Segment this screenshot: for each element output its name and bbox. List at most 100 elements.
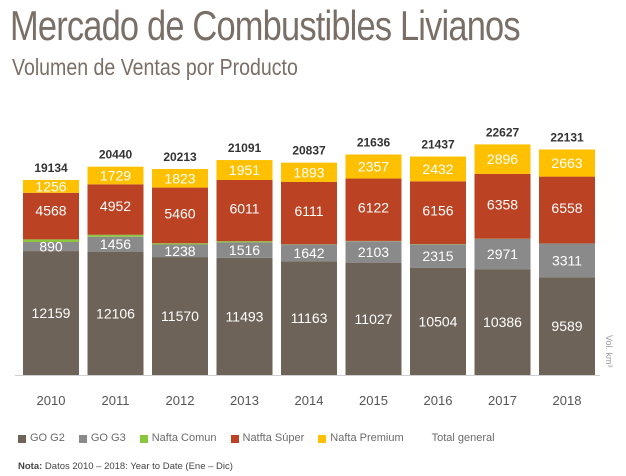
- data-label: 2432: [422, 161, 453, 177]
- chart-subtitle: Volumen de Ventas por Producto: [12, 54, 298, 80]
- bar-segment-natfta-súper: [345, 178, 402, 241]
- bar-segment-nafta-comun: [152, 243, 208, 245]
- data-label: 1951: [229, 162, 260, 178]
- bar-segment-nafta-premium: [539, 149, 595, 177]
- data-label: 1256: [35, 178, 66, 194]
- data-label: 1238: [164, 243, 195, 259]
- bar-segment-nafta-premium: [216, 160, 273, 180]
- bar-segment-nafta-premium: [23, 180, 79, 193]
- bar-segment-nafta-premium: [152, 169, 208, 188]
- data-label: 6156: [422, 203, 453, 219]
- data-label: 2357: [358, 159, 389, 175]
- data-label: 1516: [229, 242, 260, 258]
- legend-item: Natfta Súper: [230, 432, 304, 445]
- data-label: 1823: [164, 170, 195, 186]
- legend-swatch: [78, 434, 87, 443]
- x-tick-label: 2016: [424, 393, 453, 408]
- bar-segment-natfta-súper: [152, 187, 208, 244]
- bar-segment-go-g2: [539, 277, 595, 375]
- data-label: 4568: [35, 202, 66, 218]
- total-label: 20837: [292, 144, 326, 158]
- y-axis-unit: Vol. km³: [604, 335, 614, 368]
- legend-label: Nafta Premium: [330, 432, 404, 444]
- bar-segment-go-g3: [281, 244, 337, 262]
- legend: GO G2 GO G3 Nafta Comun Natfta Súper Nafta P…: [18, 432, 495, 445]
- data-label: 11027: [355, 311, 393, 327]
- data-label: 12106: [96, 305, 135, 321]
- data-label: 6558: [551, 200, 582, 216]
- legend-item: Nafta Premium: [318, 432, 404, 445]
- bar-segment-go-g2: [87, 251, 144, 375]
- bar-segment-nafta-premium: [87, 166, 144, 185]
- legend-label: GO G3: [90, 432, 126, 444]
- data-label: 3311: [552, 252, 582, 268]
- data-label: 2103: [358, 244, 389, 260]
- bar-segment-natfta-súper: [23, 192, 79, 240]
- bar-segment-go-g2: [281, 261, 337, 375]
- bar-segment-natfta-súper: [539, 176, 595, 244]
- legend-swatch: [230, 434, 239, 443]
- bar-segment-natfta-súper: [281, 181, 337, 245]
- data-label: 1893: [293, 164, 324, 180]
- data-label: 2315: [422, 248, 453, 264]
- total-label: 21091: [228, 141, 262, 155]
- data-label: 4952: [100, 198, 131, 214]
- x-tick-label: 2012: [166, 393, 195, 408]
- note-text: Datos 2010 – 2018: Year to Date (Ene – D…: [42, 461, 233, 472]
- legend-swatch: [318, 434, 327, 443]
- data-label: 6011: [229, 201, 259, 217]
- data-label: 9589: [551, 318, 582, 334]
- bar-segment-nafta-premium: [474, 144, 531, 174]
- data-label: 10504: [419, 313, 458, 329]
- x-tick-label: 2014: [295, 393, 324, 408]
- bar-segment-go-g3: [345, 241, 402, 263]
- bar-segment-nafta-comun: [216, 241, 273, 243]
- data-label: 5460: [164, 205, 195, 221]
- data-label: 11570: [161, 308, 199, 324]
- data-label: 1456: [100, 236, 131, 252]
- bar-segment-nafta-premium: [281, 162, 337, 182]
- data-label: 6111: [294, 203, 323, 219]
- data-label: 11163: [291, 310, 328, 326]
- data-label: 6122: [358, 200, 389, 216]
- total-label: 22627: [486, 125, 520, 139]
- x-tick-label: 2013: [230, 393, 259, 408]
- data-label: 10386: [483, 314, 522, 330]
- data-label: 12159: [32, 305, 71, 321]
- total-label: 19134: [34, 161, 68, 175]
- bar-segment-go-g2: [152, 257, 208, 375]
- bar-segment-go-g2: [345, 262, 402, 375]
- data-label: 6358: [487, 196, 518, 212]
- note-label: Nota:: [18, 461, 43, 472]
- chart-title: Mercado de Combustibles Livianos: [10, 2, 521, 49]
- x-tick-label: 2017: [488, 393, 517, 408]
- bar-segment-natfta-súper: [87, 184, 144, 235]
- legend-label: GO G2: [30, 432, 65, 444]
- bar-segment-go-g3: [87, 236, 144, 252]
- total-label: 22131: [550, 130, 584, 144]
- legend-swatch: [18, 434, 26, 443]
- total-label: 20440: [99, 148, 133, 162]
- total-label: 21437: [421, 138, 455, 152]
- data-label: 2663: [551, 155, 582, 171]
- total-label: 21636: [357, 136, 391, 150]
- bar-segment-natfta-súper: [216, 179, 273, 242]
- bar-segment-go-g3: [474, 238, 531, 270]
- x-tick-label: 2011: [102, 393, 130, 408]
- bar-segment-go-g3: [539, 243, 595, 278]
- data-label: 2971: [487, 246, 518, 262]
- bar-segment-go-g2: [216, 257, 273, 375]
- data-label: 1642: [293, 245, 324, 261]
- bar-segment-go-g3: [216, 242, 273, 258]
- legend-item: GO G2: [18, 432, 65, 445]
- legend-item: Nafta Comun: [139, 432, 217, 445]
- bar-segment-go-g2: [410, 267, 466, 375]
- data-label: 890: [39, 239, 63, 255]
- legend-label: Nafta Comun: [151, 432, 217, 444]
- bar-segment-go-g2: [23, 251, 79, 375]
- data-label: 11493: [226, 308, 264, 324]
- total-label: 20213: [163, 150, 197, 164]
- bar-segment-nafta-comun: [23, 239, 79, 243]
- bar-segment-nafta-premium: [410, 156, 466, 182]
